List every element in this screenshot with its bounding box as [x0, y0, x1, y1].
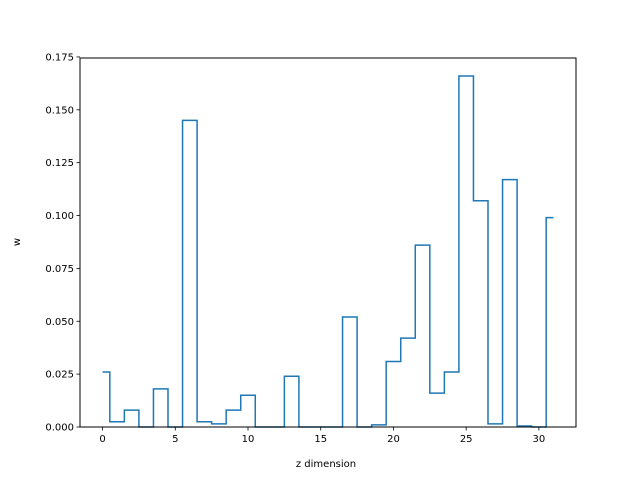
- y-tick-label: 0.025: [45, 370, 74, 381]
- x-tick-label: 20: [387, 434, 400, 445]
- y-tick-label: 0.050: [45, 317, 74, 328]
- x-tick-label: 25: [460, 434, 473, 445]
- y-tick-label: 0.075: [45, 264, 74, 275]
- x-axis-ticks: 0 5 10 15 20 25 30: [99, 427, 545, 445]
- x-tick-label: 15: [314, 434, 327, 445]
- y-tick-label: 0.125: [45, 158, 74, 169]
- x-tick-label: 0: [99, 434, 105, 445]
- axes-frame: [79, 57, 577, 428]
- x-tick-label: 30: [533, 434, 546, 445]
- x-tick-label: 10: [242, 434, 255, 445]
- x-tick-label: 5: [172, 434, 178, 445]
- y-axis-ticks: 0.000 0.025 0.050 0.075 0.100 0.125 0.150 0.175: [45, 52, 80, 434]
- y-tick-label: 0.000: [45, 423, 74, 434]
- y-axis-label: w: [12, 238, 23, 246]
- y-tick-label: 0.175: [45, 52, 74, 63]
- x-axis-label: z dimension: [296, 459, 356, 470]
- y-tick-label: 0.150: [45, 105, 74, 116]
- y-tick-label: 0.100: [45, 211, 74, 222]
